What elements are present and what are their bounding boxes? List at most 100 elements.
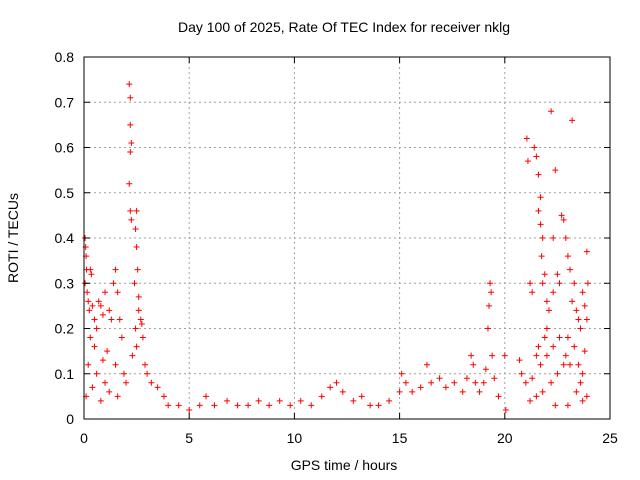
data-point	[554, 370, 561, 377]
data-point	[552, 167, 559, 174]
data-point	[579, 289, 586, 296]
data-point	[165, 402, 172, 409]
data-point	[489, 352, 496, 359]
y-tick-label: 0.3	[55, 275, 75, 291]
x-axis-label: GPS time / hours	[291, 457, 398, 473]
data-point	[451, 379, 458, 386]
x-tick-label: 20	[497, 430, 513, 446]
data-point	[523, 135, 530, 142]
data-point	[564, 334, 571, 341]
data-point	[560, 216, 567, 223]
data-point	[484, 325, 491, 332]
y-tick-label: 0.4	[55, 230, 75, 246]
data-point	[539, 235, 546, 241]
data-point	[569, 117, 576, 124]
data-point	[186, 406, 193, 413]
data-point	[97, 302, 104, 309]
data-point	[126, 81, 133, 88]
data-point	[132, 225, 139, 232]
data-point	[562, 235, 569, 241]
data-point	[554, 271, 561, 278]
data-point	[234, 402, 241, 409]
data-point	[527, 280, 534, 287]
data-point	[522, 379, 529, 386]
data-point	[480, 379, 487, 386]
data-point	[245, 402, 252, 409]
data-point	[550, 343, 557, 350]
data-point	[87, 266, 94, 273]
data-point	[132, 325, 139, 332]
data-point	[358, 393, 365, 400]
data-point	[131, 280, 138, 287]
data-point	[502, 406, 509, 413]
data-point	[575, 316, 582, 323]
data-point	[567, 266, 574, 273]
data-point	[541, 271, 548, 278]
data-point	[550, 235, 557, 241]
data-point	[543, 298, 550, 305]
data-point	[539, 388, 546, 395]
data-point	[95, 298, 102, 305]
data-point	[583, 393, 590, 400]
data-point	[575, 361, 582, 368]
data-point	[129, 352, 136, 359]
data-point	[577, 325, 584, 332]
data-point	[114, 393, 121, 400]
data-point	[583, 316, 590, 323]
y-tick-label: 0.6	[55, 140, 75, 156]
data-point	[579, 397, 586, 404]
data-point	[133, 343, 140, 350]
data-point	[541, 334, 548, 341]
data-point	[287, 402, 294, 409]
data-point	[538, 253, 545, 260]
data-point	[137, 316, 144, 323]
data-point	[584, 280, 591, 287]
data-point	[318, 393, 325, 400]
data-point	[428, 379, 435, 386]
y-tick-label: 0.1	[55, 366, 75, 382]
data-point	[539, 280, 546, 287]
data-point	[154, 384, 161, 391]
data-point	[386, 397, 393, 404]
data-point	[487, 280, 494, 287]
data-point	[486, 302, 493, 309]
data-point	[548, 108, 555, 115]
data-point	[398, 370, 405, 377]
data-point	[501, 352, 508, 359]
data-point	[102, 289, 109, 296]
data-point	[327, 384, 334, 391]
data-point	[127, 94, 134, 101]
data-point	[196, 402, 203, 409]
data-point	[108, 316, 115, 323]
data-point	[128, 139, 135, 146]
data-point	[99, 311, 106, 318]
data-point	[106, 307, 113, 314]
y-axis-ticks: 0 0.1 0.2 0.3 0.4 0.5 0.6 0.7 0.8	[55, 49, 610, 427]
data-point	[93, 325, 100, 332]
data-point	[567, 361, 574, 368]
data-point	[583, 248, 590, 255]
data-point	[577, 379, 584, 386]
data-point	[148, 379, 155, 386]
data-point	[203, 393, 210, 400]
data-point	[468, 352, 475, 359]
data-point	[88, 271, 95, 278]
data-point	[85, 298, 92, 305]
data-point	[133, 244, 140, 251]
data-point	[537, 361, 544, 368]
data-point	[529, 289, 536, 296]
data-point	[116, 316, 123, 323]
data-point	[548, 379, 555, 386]
data-point	[142, 361, 149, 368]
data-point	[112, 266, 119, 273]
x-tick-label: 25	[602, 430, 618, 446]
data-point	[133, 207, 140, 214]
data-point	[556, 280, 563, 287]
data-point	[516, 357, 523, 364]
data-point	[144, 370, 151, 377]
data-point	[91, 316, 98, 323]
data-point	[104, 348, 111, 355]
data-point	[396, 388, 403, 395]
data-point	[552, 402, 559, 409]
